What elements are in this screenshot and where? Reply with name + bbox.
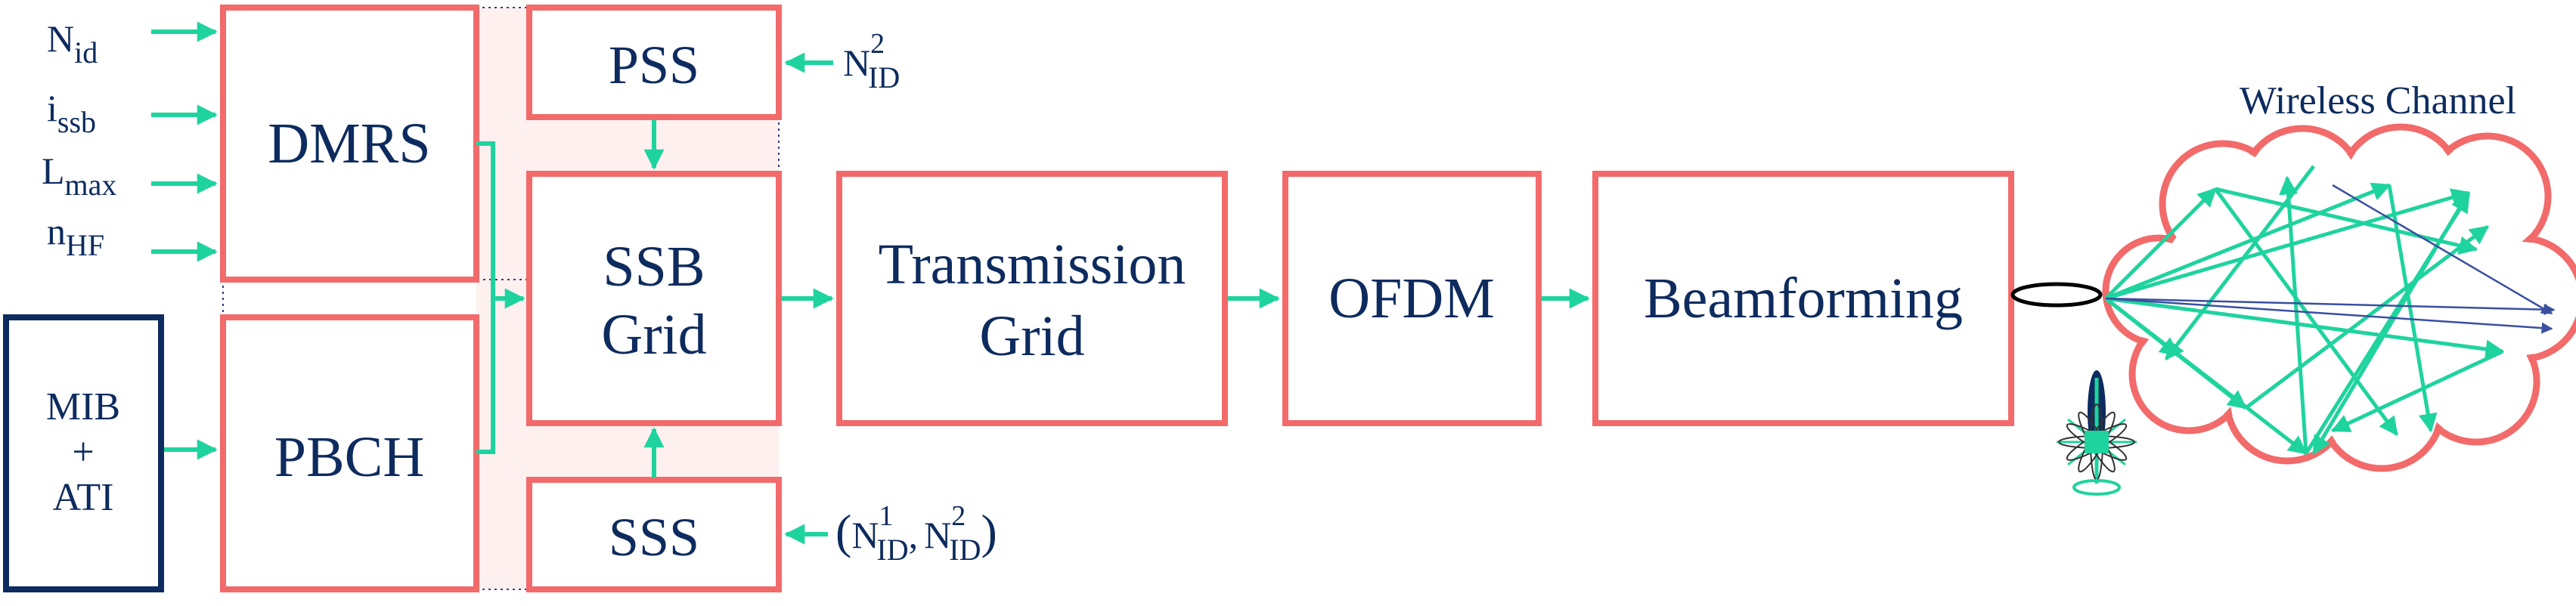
sss-input-label: (N1 ID, N2 ID) (835, 500, 997, 567)
pss-input-label: N2 ID (843, 28, 900, 94)
pss-block: PSS (526, 5, 782, 120)
multipath-rays (2104, 165, 2556, 456)
ati-label: ATI (53, 476, 114, 519)
sss-label: SSS (609, 507, 699, 567)
dmrs-block: DMRS (220, 5, 479, 283)
input-issb: issb (47, 87, 96, 139)
ssb-label-line1: SSB (603, 235, 705, 298)
ofdm-block: OFDM (1282, 171, 1542, 426)
beamforming-label: Beamforming (1644, 267, 1963, 330)
plus-label: + (72, 431, 94, 474)
ofdm-label: OFDM (1328, 267, 1495, 330)
pbch-block: PBCH (220, 314, 479, 592)
pss-label: PSS (609, 35, 699, 95)
beamforming-block: Beamforming (1592, 171, 2014, 426)
ssb-grid-block: SSB Grid (526, 171, 782, 426)
mib-ati-block: MIB + ATI (3, 314, 164, 592)
antenna-pattern-icon (2057, 370, 2137, 496)
sss-block: SSS (526, 477, 782, 592)
tx-label-line2: Grid (979, 305, 1084, 368)
input-lmax: Lmax (42, 150, 116, 202)
beam-lobe (2010, 282, 2103, 308)
wireless-channel-cloud (2102, 123, 2576, 472)
tx-label-line1: Transmission (879, 233, 1186, 296)
ssb-label-line2: Grid (601, 303, 706, 366)
mib-label: MIB (46, 385, 120, 428)
dmrs-label: DMRS (268, 112, 430, 175)
pbch-label: PBCH (274, 425, 425, 489)
input-nid: Nid (47, 17, 98, 70)
wireless-channel-title: Wireless Channel (2240, 79, 2516, 122)
transmission-grid-block: Transmission Grid (836, 171, 1228, 426)
input-nhf: nHF (47, 210, 104, 262)
